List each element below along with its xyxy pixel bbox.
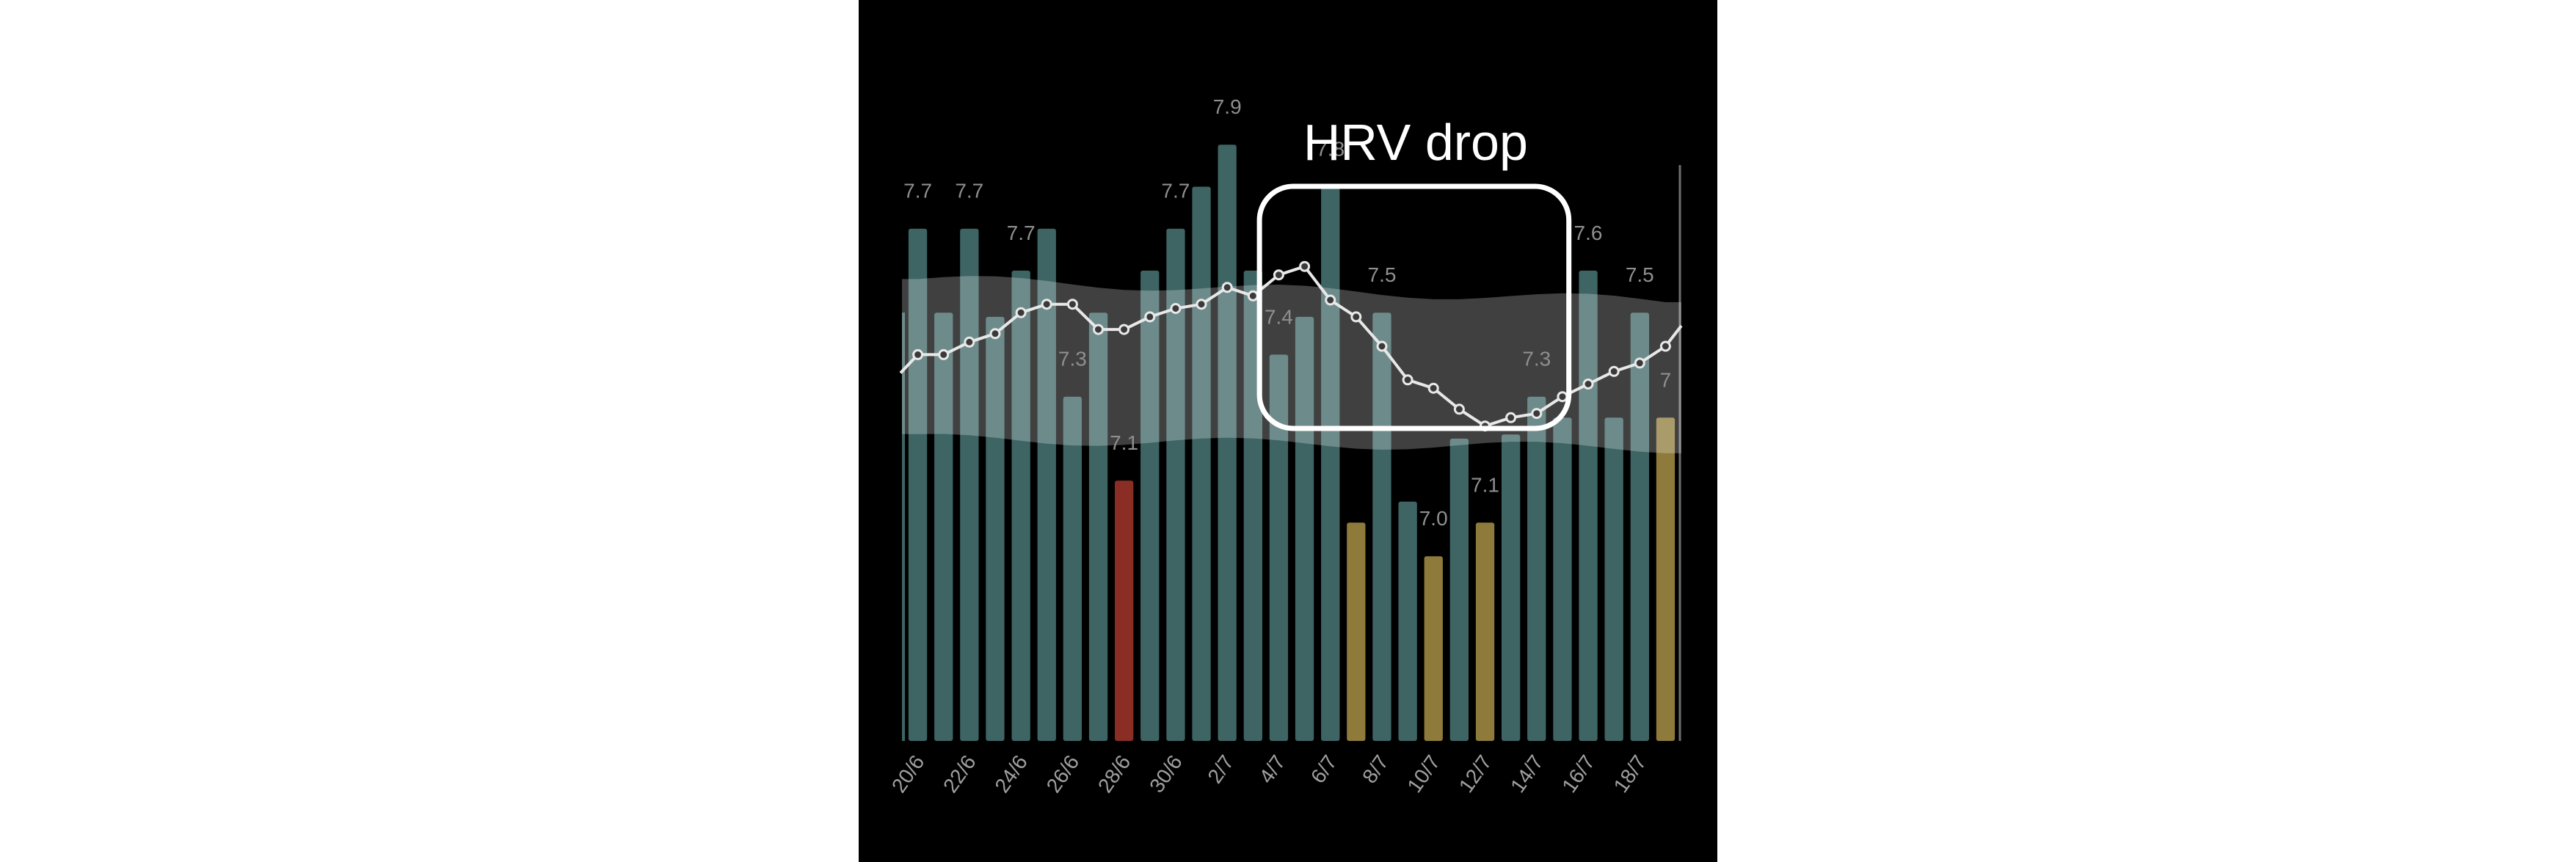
trend-point — [1453, 403, 1465, 415]
bar — [1166, 228, 1185, 741]
trend-point — [1247, 290, 1259, 302]
bar — [1011, 270, 1030, 741]
bar — [1630, 313, 1649, 741]
trend-point — [1557, 391, 1568, 403]
trend-point — [1273, 269, 1284, 281]
x-tick-label: 18/7 — [1609, 751, 1651, 797]
x-tick-label: 30/6 — [1145, 751, 1187, 797]
trend-point — [1531, 408, 1543, 420]
hrv-chart: 7.7 7.7 7.7 7.3 7.1 7.7 7.9 7.4 7.8 7.5 7.0 7.1 7.3 7… — [887, 95, 1683, 797]
trend-point — [1608, 365, 1620, 377]
x-tick-label: 14/7 — [1506, 751, 1548, 797]
trend-point — [938, 348, 950, 360]
bar — [1347, 522, 1366, 741]
bar — [934, 313, 953, 741]
trend-point — [1196, 299, 1207, 310]
bar — [1424, 556, 1443, 741]
data-label: 7.7 — [903, 180, 932, 202]
x-tick-label: 12/7 — [1455, 751, 1496, 797]
data-label: 7.1 — [1110, 431, 1138, 454]
trend-point — [912, 348, 924, 360]
bar — [1063, 396, 1082, 741]
data-label: 7.7 — [1161, 180, 1190, 202]
trend-point — [989, 328, 1001, 340]
trend-point — [1041, 299, 1052, 310]
trend-point — [1221, 282, 1233, 293]
trend-point — [1299, 260, 1311, 272]
bar — [1140, 270, 1160, 741]
trend-point — [1170, 303, 1182, 314]
x-tick-label: 16/7 — [1557, 751, 1599, 797]
x-tick-group: 20/6 22/6 24/6 26/6 28/6 30/6 2/7 4/7 6/7 8/7 10/7… — [887, 751, 1651, 797]
bar — [1398, 501, 1417, 741]
bar — [1604, 417, 1623, 741]
x-tick-label: 26/6 — [1042, 751, 1084, 797]
data-label: 7.3 — [1522, 348, 1551, 370]
normal-range-band — [902, 276, 1681, 453]
x-tick-label: 6/7 — [1306, 751, 1342, 788]
bar — [1295, 316, 1314, 741]
bar — [1502, 434, 1521, 741]
data-label-group: 7.7 7.7 7.7 7.3 7.1 7.7 7.9 7.4 7.8 7.5 7.0 7.1 7.3 7… — [903, 95, 1671, 530]
annotation-box — [1256, 183, 1572, 431]
bar — [1656, 417, 1676, 741]
trend-point — [1015, 307, 1027, 318]
data-label: 7.1 — [1471, 473, 1499, 496]
bar — [1088, 313, 1108, 741]
bar — [960, 228, 979, 741]
trend-point — [1402, 374, 1413, 386]
data-label: 7.3 — [1058, 348, 1087, 370]
trend-point — [1350, 311, 1362, 323]
data-label: 7.9 — [1213, 95, 1242, 118]
trend-point — [1634, 357, 1645, 369]
trend-point — [1093, 324, 1104, 335]
bar — [1527, 396, 1546, 741]
trend-point — [1659, 340, 1671, 352]
trend-point-group — [912, 260, 1671, 432]
trend-point — [1118, 324, 1130, 335]
x-tick-label: 20/6 — [887, 751, 929, 797]
data-label: 7.6 — [1574, 222, 1603, 244]
bar — [1321, 186, 1340, 741]
bar — [1037, 228, 1056, 741]
bar — [1218, 145, 1237, 741]
chart-panel: 7.7 7.7 7.7 7.3 7.1 7.7 7.9 7.4 7.8 7.5 7.0 7.1 7.3 7… — [859, 0, 1717, 862]
data-label: 7.7 — [955, 180, 983, 202]
bar-group — [908, 145, 1676, 741]
trend-point — [1505, 412, 1517, 423]
bar — [1192, 186, 1211, 741]
trend-point — [1325, 294, 1336, 306]
trend-point — [1427, 382, 1439, 394]
data-label: 7.8 — [1316, 138, 1345, 161]
data-label: 7.5 — [1368, 263, 1397, 286]
bar — [1475, 522, 1495, 741]
annotation-label: HRV drop — [1303, 114, 1528, 171]
bar — [1579, 270, 1598, 741]
data-label: 7.0 — [1419, 507, 1448, 530]
x-tick-label: 10/7 — [1402, 751, 1444, 797]
data-label: 7 — [1660, 368, 1672, 391]
x-tick-label: 4/7 — [1255, 751, 1290, 788]
bar — [986, 316, 1005, 741]
x-tick-label: 22/6 — [939, 751, 980, 797]
trend-point — [1066, 299, 1078, 310]
x-tick-label: 8/7 — [1358, 751, 1393, 788]
data-label: 7.5 — [1626, 263, 1654, 286]
bar — [1553, 417, 1572, 741]
bar — [1115, 481, 1134, 741]
bar — [1449, 438, 1469, 741]
trend-point — [1582, 379, 1594, 390]
trend-point — [964, 336, 975, 348]
data-label: 7.4 — [1265, 305, 1293, 328]
x-tick-label: 2/7 — [1203, 751, 1238, 788]
data-label: 7.7 — [1007, 222, 1036, 244]
x-tick-label: 28/6 — [1094, 751, 1135, 797]
trend-point — [1376, 340, 1388, 352]
trend-point — [1144, 311, 1156, 323]
x-tick-label: 24/6 — [990, 751, 1032, 797]
bar — [1269, 354, 1289, 741]
bar — [1372, 313, 1391, 741]
